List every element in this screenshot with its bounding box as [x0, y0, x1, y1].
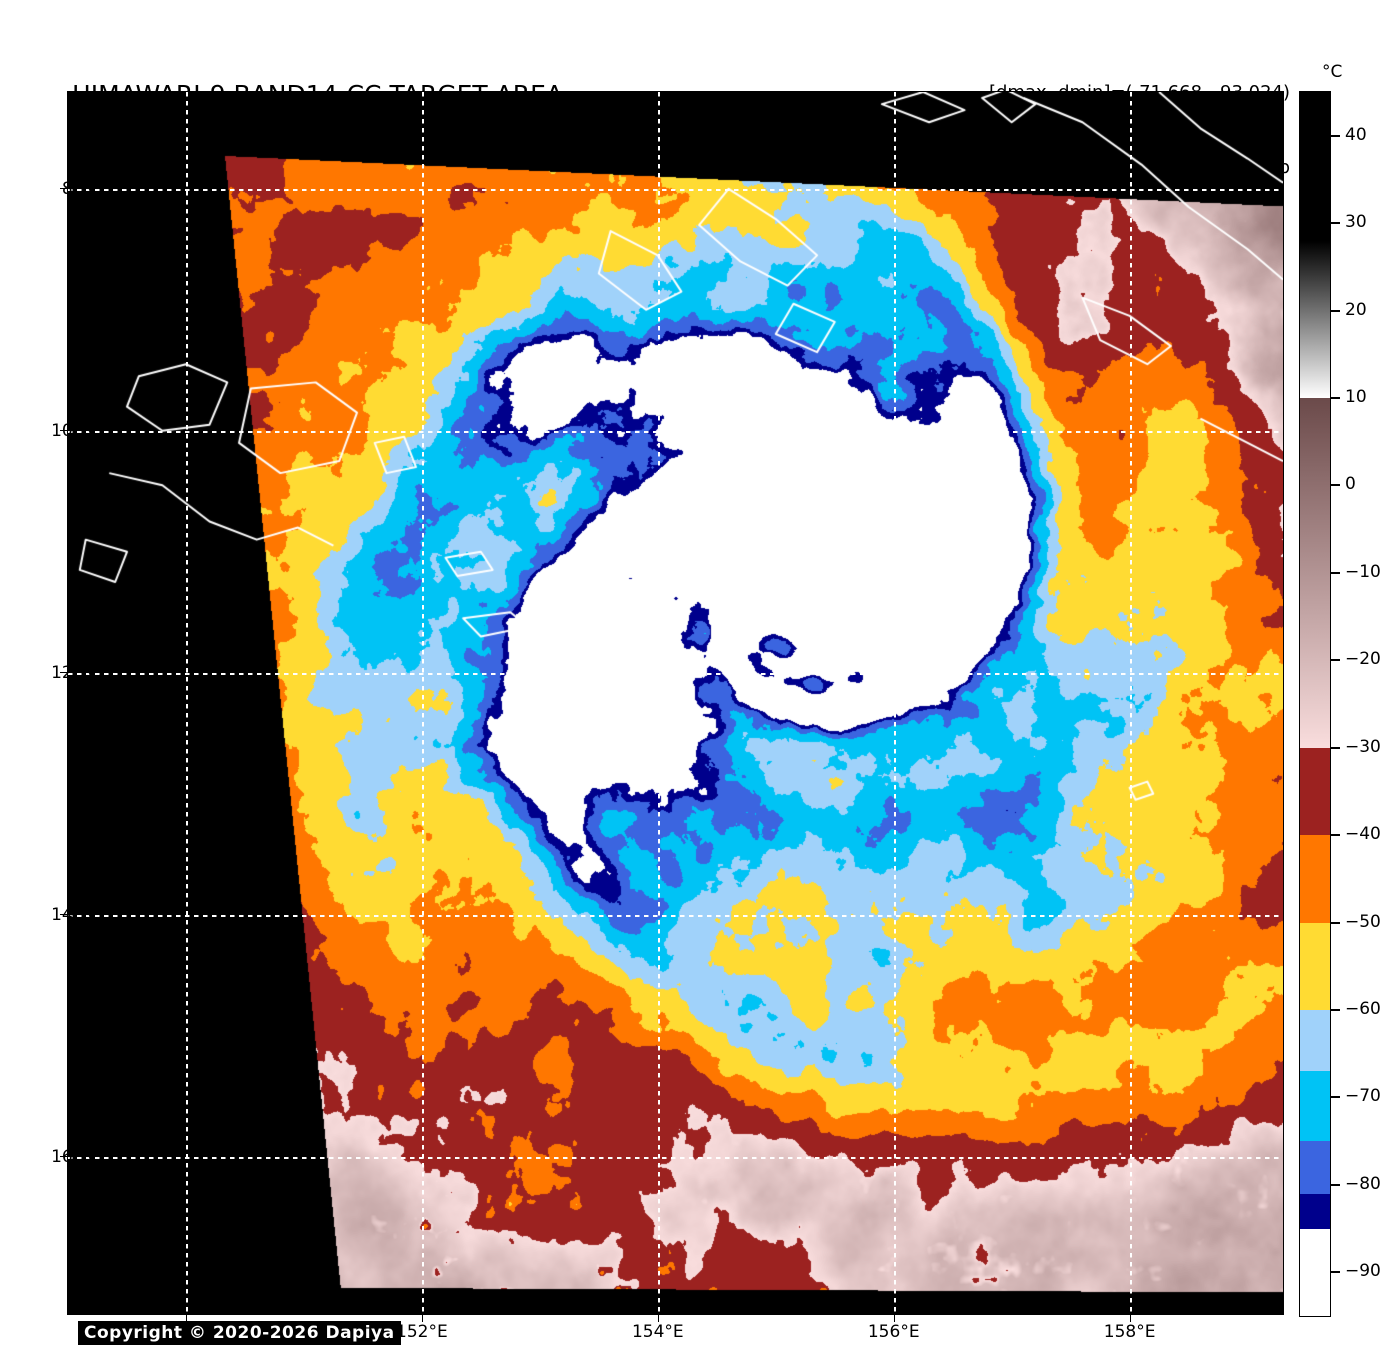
colorbar-segment: [1300, 1010, 1330, 1072]
y-axis-tick-label: 16°S: [51, 1146, 92, 1167]
colorbar-unit-label: °C: [1322, 62, 1343, 82]
colorbar-tick: [1331, 746, 1340, 749]
satellite-image-plot: [67, 91, 1284, 1315]
colorbar-tick: [1331, 309, 1340, 312]
colorbar-tick: [1331, 1009, 1340, 1011]
y-axis-tick: [60, 913, 67, 915]
y-axis-tick: [60, 671, 67, 673]
colorbar-tick: [1331, 397, 1340, 399]
y-axis-tick: [60, 429, 67, 431]
x-axis-tick: [421, 1315, 423, 1322]
colorbar-tick: [1331, 1271, 1340, 1274]
colorbar-tick-label: −50: [1345, 911, 1381, 932]
x-axis-tick-label: 154°E: [631, 1322, 684, 1342]
copyright-notice: Copyright © 2020-2026 Dapiya: [78, 1321, 401, 1345]
colorbar-tick: [1331, 134, 1340, 137]
y-axis-tick-label: 10°S: [51, 420, 92, 441]
y-axis-tick-label: 14°S: [51, 904, 92, 925]
y-axis-tick-label: 8°S: [61, 178, 92, 199]
colorbar-tick-label: −30: [1345, 736, 1381, 757]
colorbar-tick-label: −20: [1345, 649, 1381, 670]
colorbar-tick: [1331, 484, 1340, 487]
colorbar-tick-label: −60: [1345, 999, 1381, 1019]
colorbar-tick-label: 20: [1345, 299, 1367, 320]
colorbar-tick-label: −80: [1345, 1173, 1381, 1194]
x-axis-tick: [657, 1315, 659, 1322]
y-axis-tick-label: 12°S: [51, 662, 92, 683]
colorbar-segment: [1300, 835, 1330, 923]
colorbar-tick-label: 10: [1345, 387, 1367, 407]
x-axis-tick-label: 156°E: [867, 1322, 920, 1342]
colorbar-segment: [1300, 1141, 1330, 1194]
colorbar-segment: [1300, 398, 1330, 748]
colorbar-tick: [1331, 571, 1340, 574]
x-axis-tick: [1129, 1315, 1131, 1322]
colorbar-segment: [1300, 747, 1330, 836]
colorbar-tick: [1331, 1183, 1340, 1186]
x-axis-tick: [185, 1315, 187, 1322]
x-axis-tick: [893, 1315, 895, 1322]
y-axis-tick: [60, 1155, 67, 1157]
colorbar-tick: [1331, 222, 1340, 225]
x-axis-tick-label: 152°E: [396, 1322, 448, 1342]
colorbar-segment: [1300, 1193, 1330, 1229]
x-axis-tick-label: 158°E: [1103, 1322, 1156, 1342]
colorbar-segment: [1300, 1228, 1330, 1316]
satellite-imagery-canvas: [68, 92, 1283, 1314]
colorbar-segment: [1300, 922, 1330, 1010]
colorbar-segment: [1300, 92, 1330, 241]
colorbar: [1299, 91, 1331, 1317]
colorbar-segment: [1300, 240, 1330, 398]
colorbar-tick: [1331, 921, 1340, 924]
colorbar-tick-label: −40: [1345, 824, 1381, 845]
y-axis-tick: [60, 187, 67, 189]
colorbar-tick-label: −90: [1345, 1261, 1381, 1282]
colorbar-tick-label: −10: [1345, 561, 1381, 582]
colorbar-tick: [1331, 1096, 1340, 1099]
colorbar-tick: [1331, 834, 1340, 837]
colorbar-tick-label: 30: [1345, 212, 1367, 233]
colorbar-gradient: [1300, 92, 1330, 1316]
colorbar-tick-label: 0: [1345, 474, 1356, 495]
colorbar-tick-label: 40: [1345, 124, 1367, 145]
colorbar-tick-label: −70: [1345, 1086, 1381, 1107]
colorbar-tick: [1331, 659, 1340, 662]
colorbar-segment: [1300, 1071, 1330, 1142]
